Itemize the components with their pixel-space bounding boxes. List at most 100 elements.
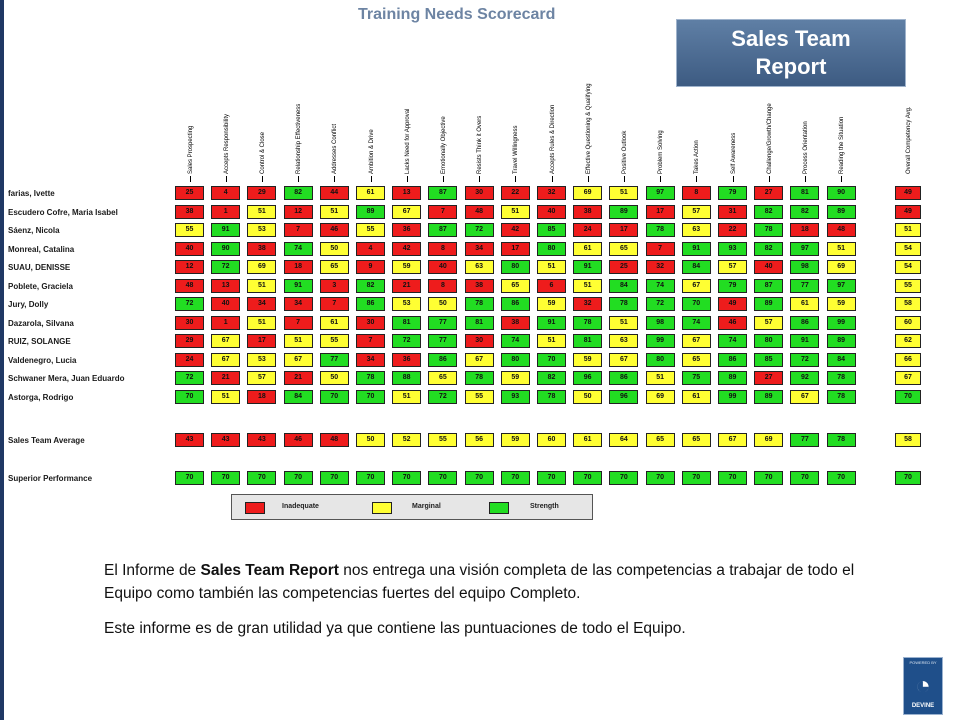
- score-cell: 55: [319, 334, 349, 348]
- score-cell: 86: [718, 352, 747, 367]
- competency-header: Ambition & Drive: [368, 129, 375, 174]
- score-cell: 61: [319, 315, 349, 330]
- score-cell: 70: [826, 471, 856, 485]
- score-cell: 84: [283, 389, 313, 404]
- score-cell: 51: [573, 278, 603, 293]
- score-cell: 7: [645, 241, 675, 256]
- score-cell: 91: [790, 334, 820, 348]
- score-cell: 12: [283, 204, 313, 219]
- score-cell: 34: [356, 352, 385, 367]
- competency-header: Lacks Need for Approval: [404, 108, 411, 174]
- score-cell: 63: [609, 334, 639, 348]
- score-cell: 31: [718, 204, 747, 219]
- score-cell: 72: [464, 223, 494, 237]
- score-cell: 78: [826, 433, 856, 447]
- score-cell: 89: [754, 389, 784, 404]
- score-cell: 51: [609, 315, 639, 330]
- score-cell: 70: [247, 471, 277, 485]
- score-cell: 82: [283, 186, 313, 200]
- competency-header-tick: [696, 176, 698, 182]
- competency-header-tick: [479, 176, 481, 182]
- score-cell: 65: [319, 260, 349, 274]
- score-cell: 72: [175, 371, 204, 385]
- score-cell: 7: [319, 297, 349, 311]
- score-cell: 82: [754, 204, 784, 219]
- score-cell: 18: [283, 260, 313, 274]
- competency-header-tick: [370, 176, 372, 182]
- score-cell: 59: [573, 352, 603, 367]
- score-cell: 97: [790, 241, 820, 256]
- score-cell: 80: [537, 241, 566, 256]
- score-cell: 30: [356, 315, 385, 330]
- competency-header-tick: [261, 176, 263, 182]
- score-cell: 38: [500, 315, 530, 330]
- person-name: Dazarola, Silvana: [8, 318, 74, 328]
- score-cell: 51: [283, 334, 313, 348]
- score-cell: 70: [392, 471, 422, 485]
- score-cell: 1: [211, 315, 241, 330]
- score-cell: 40: [537, 204, 566, 219]
- score-cell: 27: [754, 371, 784, 385]
- score-cell: 84: [826, 352, 856, 367]
- score-cell: 67: [718, 433, 747, 447]
- competency-header-tick: [732, 176, 734, 182]
- score-cell: 32: [645, 260, 675, 274]
- score-cell: 59: [500, 433, 530, 447]
- score-cell: 30: [464, 186, 494, 200]
- score-cell: 81: [464, 315, 494, 330]
- person-name: Valdenegro, Lucia: [8, 355, 77, 365]
- score-cell: 78: [464, 371, 494, 385]
- score-cell: 52: [392, 433, 422, 447]
- score-cell: 70: [681, 297, 711, 311]
- score-cell: 97: [645, 186, 675, 200]
- score-cell: 6: [537, 278, 566, 293]
- score-cell: 70: [319, 471, 349, 485]
- score-cell: 51: [247, 204, 277, 219]
- score-cell: 78: [356, 371, 385, 385]
- score-cell: 38: [247, 241, 277, 256]
- overall-score-cell: 60: [895, 315, 921, 330]
- logo-wordmark: DEVINE: [911, 703, 935, 709]
- overall-score-cell: 58: [895, 433, 921, 447]
- competency-header: Control & Close: [259, 131, 266, 174]
- score-cell: 51: [609, 186, 639, 200]
- competency-header: Reading the Situation: [839, 116, 846, 174]
- score-cell: 1: [211, 204, 241, 219]
- score-cell: 61: [356, 186, 385, 200]
- competency-header: Positive Outlook: [621, 130, 628, 174]
- score-cell: 25: [175, 186, 204, 200]
- score-cell: 85: [754, 352, 784, 367]
- person-name: Monreal, Catalina: [8, 244, 75, 254]
- score-cell: 55: [356, 223, 385, 237]
- competency-header: Resists Think it Overs: [477, 115, 484, 174]
- competency-header: Problem Solving: [658, 130, 665, 174]
- score-cell: 17: [500, 241, 530, 256]
- score-cell: 69: [826, 260, 856, 274]
- score-cell: 38: [175, 204, 204, 219]
- score-cell: 18: [247, 389, 277, 404]
- score-cell: 17: [645, 204, 675, 219]
- competency-header-tick: [515, 176, 517, 182]
- score-cell: 72: [211, 260, 241, 274]
- overall-header: Overall Competency Avg.: [906, 106, 912, 174]
- score-cell: 22: [718, 223, 747, 237]
- description-paragraph-2: Este informe es de gran utilidad ya que …: [104, 620, 686, 637]
- score-cell: 50: [356, 433, 385, 447]
- score-cell: 70: [464, 471, 494, 485]
- score-cell: 70: [356, 389, 385, 404]
- score-cell: 40: [175, 241, 204, 256]
- score-cell: 64: [609, 433, 639, 447]
- score-cell: 70: [573, 471, 603, 485]
- score-cell: 32: [537, 186, 566, 200]
- score-cell: 51: [211, 389, 241, 404]
- score-cell: 24: [175, 352, 204, 367]
- score-cell: 70: [718, 471, 747, 485]
- overall-score-cell: 70: [895, 471, 921, 485]
- competency-header: Accepts Responsibility: [223, 113, 230, 174]
- competency-header-tick: [551, 176, 553, 182]
- score-cell: 61: [681, 389, 711, 404]
- score-cell: 51: [537, 260, 566, 274]
- score-cell: 78: [537, 389, 566, 404]
- score-cell: 50: [319, 371, 349, 385]
- score-cell: 21: [211, 371, 241, 385]
